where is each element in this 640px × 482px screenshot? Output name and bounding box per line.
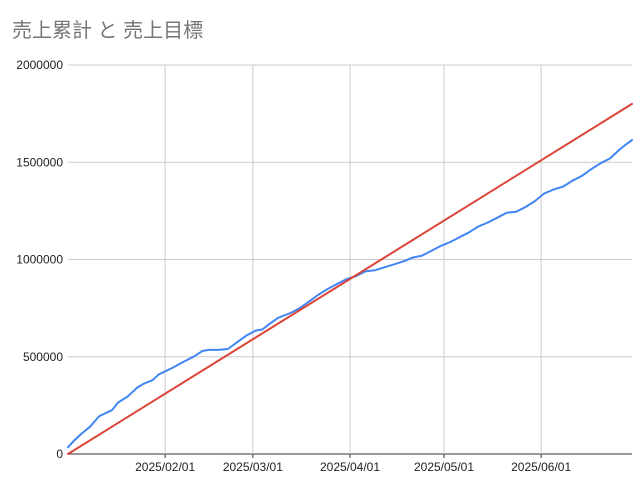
x-axis-ticks: 2025/02/01 2025/03/01 2025/04/01 2025/05/01… <box>135 460 571 474</box>
x-tick-label: 2025/03/01 <box>223 460 283 474</box>
y-tick-label: 500000 <box>23 350 63 364</box>
chart-title: 売上累計 と 売上目標 <box>12 20 204 42</box>
y-tick-label: 2000000 <box>16 58 63 72</box>
series-line-1 <box>67 138 633 449</box>
x-tick-label: 2025/05/01 <box>414 460 474 474</box>
x-tick-label: 2025/04/01 <box>320 460 380 474</box>
y-axis-ticks: 0 500000 1000000 1500000 2000000 <box>16 58 63 461</box>
y-tick-label: 1000000 <box>16 253 63 267</box>
gridlines <box>68 64 632 458</box>
series-line-2 <box>67 102 633 455</box>
y-tick-label: 1500000 <box>16 155 63 169</box>
x-tick-label: 2025/02/01 <box>135 460 195 474</box>
x-tick-label: 2025/06/01 <box>511 460 571 474</box>
y-tick-label: 0 <box>56 447 63 461</box>
series-lines <box>67 102 633 455</box>
